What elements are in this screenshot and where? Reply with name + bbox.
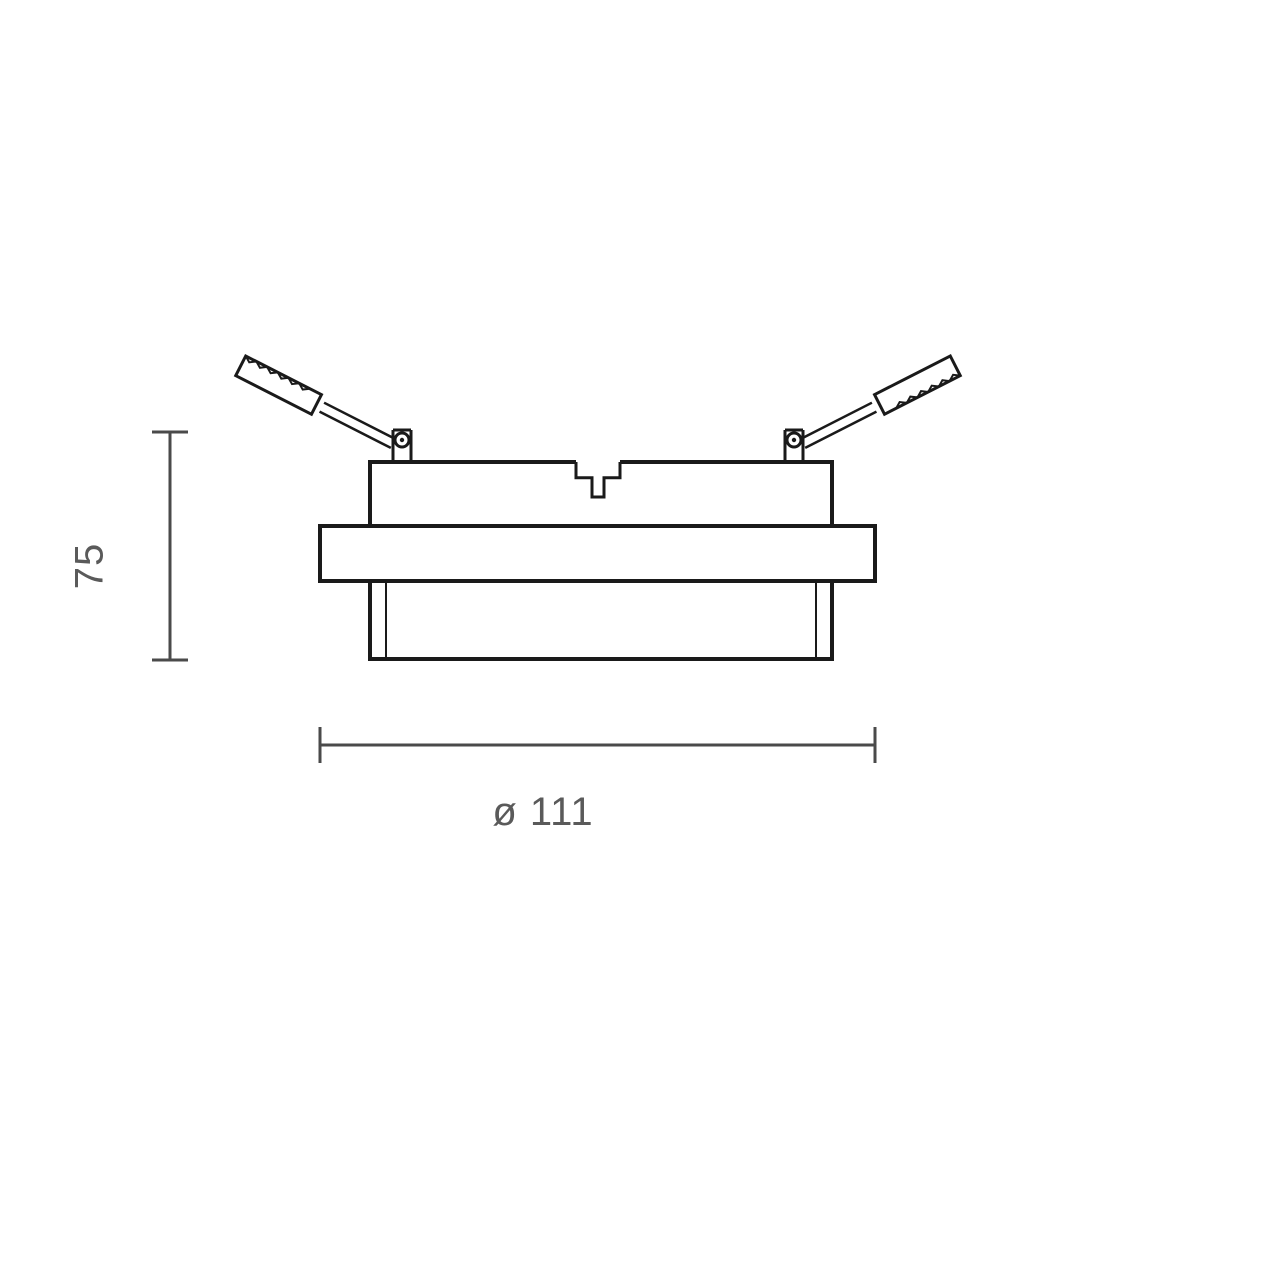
diameter-dimension-label: ø 111 [492, 790, 593, 835]
height-dimension-label: 75 [68, 543, 113, 590]
drawing-svg [0, 0, 1280, 1280]
technical-drawing: 75 ø 111 [0, 0, 1280, 1280]
